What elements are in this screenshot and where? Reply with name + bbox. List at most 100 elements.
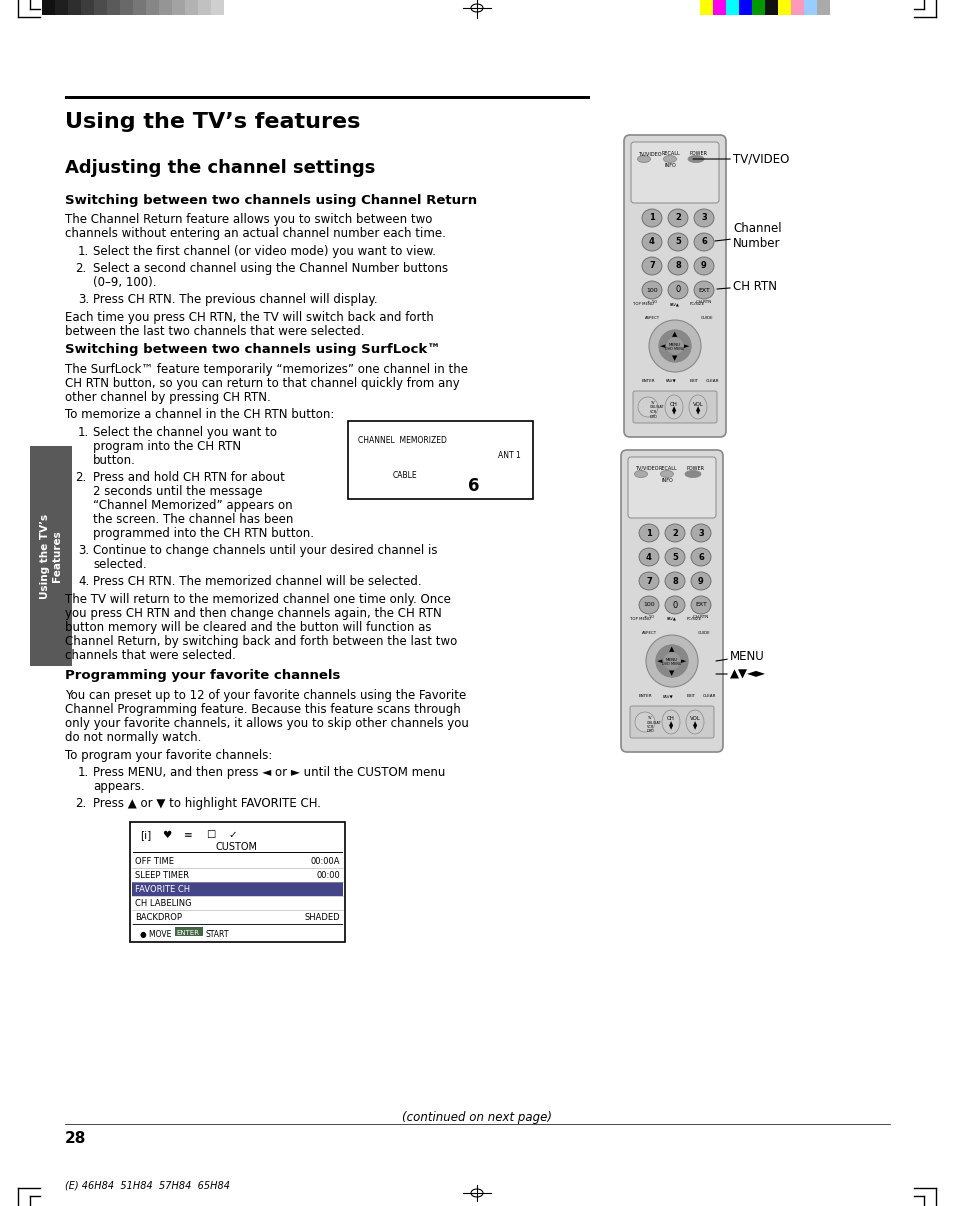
Text: 8: 8 — [675, 262, 680, 270]
Text: 1.: 1. — [78, 766, 90, 779]
Ellipse shape — [639, 596, 659, 614]
Text: VOL: VOL — [689, 716, 700, 721]
Text: (0–9, 100).: (0–9, 100). — [92, 276, 156, 289]
Ellipse shape — [688, 396, 706, 418]
Ellipse shape — [664, 548, 684, 566]
Text: GUIDE: GUIDE — [700, 316, 713, 320]
Text: DVD: DVD — [646, 730, 654, 733]
Text: ✓: ✓ — [228, 830, 236, 841]
Text: CH RTN: CH RTN — [693, 615, 708, 619]
Bar — [130, 822, 345, 942]
Text: Press CH RTN. The memorized channel will be selected.: Press CH RTN. The memorized channel will… — [92, 575, 421, 589]
Text: 8: 8 — [672, 576, 678, 585]
Text: GUIDE: GUIDE — [697, 631, 710, 636]
Text: ASPECT: ASPECT — [645, 316, 659, 320]
Text: DVD: DVD — [649, 415, 658, 418]
Bar — [700, 0, 712, 14]
Text: button.: button. — [92, 453, 135, 467]
Ellipse shape — [664, 596, 684, 614]
Text: 1: 1 — [648, 213, 655, 222]
Text: FAV▼: FAV▼ — [665, 379, 676, 384]
Ellipse shape — [662, 156, 676, 163]
Ellipse shape — [639, 548, 659, 566]
Ellipse shape — [693, 209, 713, 227]
Circle shape — [656, 645, 687, 677]
FancyBboxPatch shape — [629, 706, 713, 738]
Text: appears.: appears. — [92, 780, 145, 794]
Text: CH RTN button, so you can return to that channel quickly from any: CH RTN button, so you can return to that… — [65, 377, 459, 390]
Text: Press ▲ or ▼ to highlight FAVORITE CH.: Press ▲ or ▼ to highlight FAVORITE CH. — [92, 797, 320, 810]
Bar — [132, 882, 343, 896]
Text: 2.: 2. — [75, 262, 86, 275]
Text: ◄: ◄ — [659, 343, 665, 349]
Text: 1: 1 — [645, 528, 651, 538]
Text: between the last two channels that were selected.: between the last two channels that were … — [65, 324, 364, 338]
Text: 4.: 4. — [78, 575, 90, 589]
Text: CBL/SAT: CBL/SAT — [649, 405, 664, 410]
Text: POWER: POWER — [689, 151, 707, 156]
Bar — [107, 0, 120, 14]
Text: 2: 2 — [675, 213, 680, 222]
Text: TV/VIDEO: TV/VIDEO — [635, 466, 658, 472]
Text: ANT 1: ANT 1 — [497, 451, 520, 459]
Text: TV: TV — [649, 402, 654, 405]
Text: channels that were selected.: channels that were selected. — [65, 649, 235, 662]
Text: programmed into the CH RTN button.: programmed into the CH RTN button. — [92, 527, 314, 540]
Text: + 10: + 10 — [646, 300, 657, 304]
Text: Select a second channel using the Channel Number buttons: Select a second channel using the Channe… — [92, 262, 448, 275]
Text: other channel by pressing CH RTN.: other channel by pressing CH RTN. — [65, 391, 271, 404]
FancyBboxPatch shape — [627, 457, 716, 519]
Text: ►: ► — [683, 343, 689, 349]
Text: The SurfLock™ feature temporarily “memorizes” one channel in the: The SurfLock™ feature temporarily “memor… — [65, 363, 468, 376]
Text: ENTER: ENTER — [175, 930, 199, 936]
Text: ►: ► — [680, 658, 686, 665]
Bar — [55, 0, 68, 14]
Text: ◄: ◄ — [657, 658, 662, 665]
FancyBboxPatch shape — [620, 450, 722, 753]
Text: “Channel Memorized” appears on: “Channel Memorized” appears on — [92, 499, 293, 513]
Text: The Channel Return feature allows you to switch between two: The Channel Return feature allows you to… — [65, 213, 432, 226]
Text: button memory will be cleared and the button will function as: button memory will be cleared and the bu… — [65, 621, 431, 634]
Bar — [146, 0, 159, 14]
Text: INFO: INFO — [663, 163, 675, 168]
Text: EXIT: EXIT — [686, 693, 696, 698]
Ellipse shape — [667, 233, 687, 251]
Ellipse shape — [641, 209, 661, 227]
Ellipse shape — [690, 572, 710, 590]
Text: 6: 6 — [700, 238, 706, 246]
Text: You can preset up to 12 of your favorite channels using the Favorite: You can preset up to 12 of your favorite… — [65, 689, 466, 702]
Text: RECALL: RECALL — [661, 151, 680, 156]
Text: 00:00: 00:00 — [315, 871, 339, 880]
Text: CH RTN: CH RTN — [696, 300, 711, 304]
Text: ≡: ≡ — [184, 830, 193, 841]
Text: ▲: ▲ — [669, 646, 674, 652]
Circle shape — [638, 397, 658, 417]
Text: POWER: POWER — [686, 466, 704, 472]
Ellipse shape — [684, 470, 700, 478]
Ellipse shape — [685, 710, 703, 734]
Text: Using the TV’s features: Using the TV’s features — [65, 112, 360, 131]
Text: Switching between two channels using Channel Return: Switching between two channels using Cha… — [65, 194, 476, 207]
Text: SLEEP TIMER: SLEEP TIMER — [135, 871, 189, 880]
Bar — [725, 0, 739, 14]
Text: TOP MENU: TOP MENU — [629, 617, 650, 621]
Text: 1.: 1. — [78, 426, 90, 439]
Ellipse shape — [664, 523, 684, 541]
Text: 2.: 2. — [75, 472, 86, 484]
Text: 28: 28 — [65, 1131, 87, 1146]
Circle shape — [635, 712, 655, 732]
Text: Using the TV’s
Features: Using the TV’s Features — [40, 514, 62, 598]
Text: VOL: VOL — [692, 402, 702, 406]
Text: Continue to change channels until your desired channel is: Continue to change channels until your d… — [92, 544, 437, 557]
Text: 100: 100 — [645, 287, 658, 293]
Text: CH RTN: CH RTN — [717, 280, 776, 293]
Ellipse shape — [690, 596, 710, 614]
Text: MENU: MENU — [668, 343, 680, 347]
Bar — [68, 0, 81, 14]
Text: ENTER: ENTER — [641, 379, 655, 384]
Ellipse shape — [641, 233, 661, 251]
Text: MENU: MENU — [665, 658, 678, 662]
Text: CBL/SAT: CBL/SAT — [646, 720, 661, 725]
Text: 6: 6 — [698, 552, 703, 562]
Text: INFO: INFO — [660, 478, 672, 482]
